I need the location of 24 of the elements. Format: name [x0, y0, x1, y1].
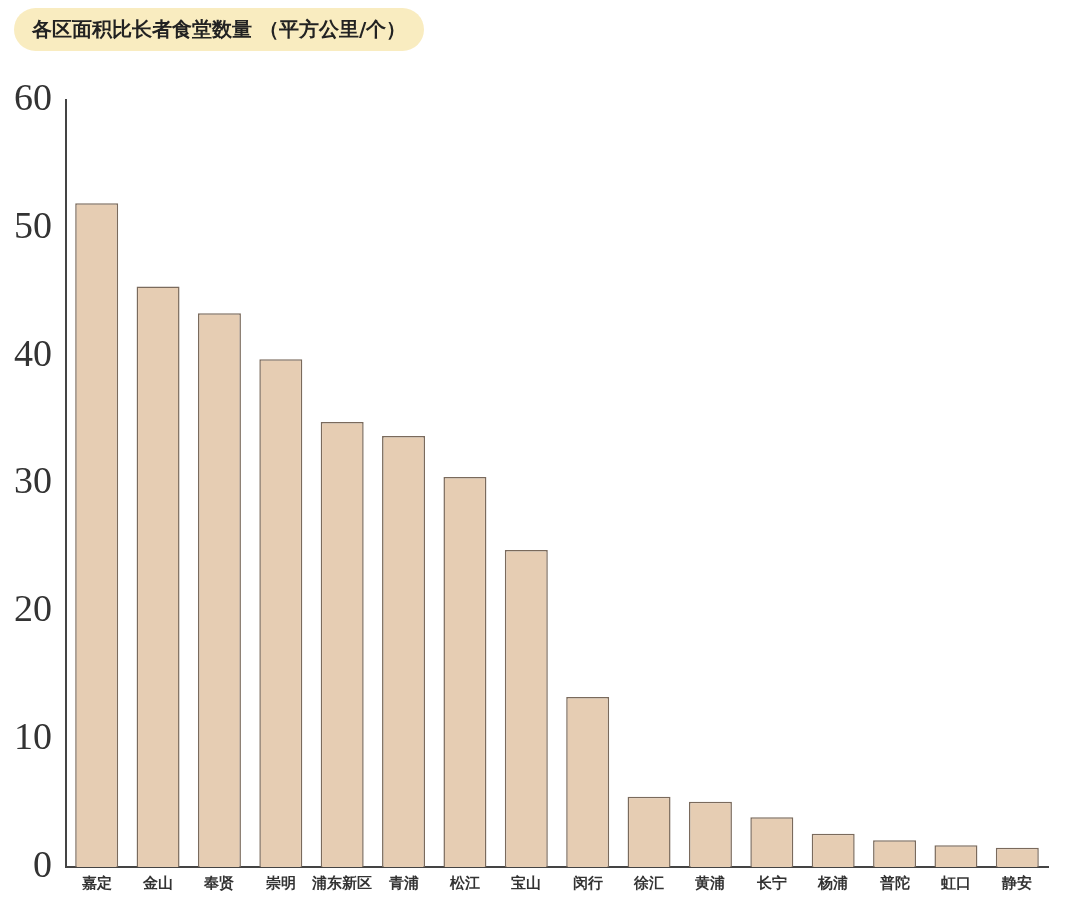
x-tick-label: 杨浦 [817, 873, 849, 892]
y-tick-label: 20 [14, 587, 52, 630]
y-tick-label: 10 [14, 715, 52, 758]
x-tick-label: 黄浦 [694, 873, 726, 892]
chart-title: 各区面积比长者食堂数量 （平方公里/个） [14, 8, 425, 51]
x-tick-label: 长宁 [755, 873, 787, 892]
y-tick-label: 60 [14, 75, 52, 118]
x-tick-label: 嘉定 [81, 873, 112, 892]
x-tick-label: 徐汇 [633, 873, 665, 892]
x-tick-label: 虹口 [939, 873, 971, 892]
x-tick-label: 普陀 [878, 873, 910, 892]
y-tick-label: 30 [14, 459, 52, 502]
x-tick-label: 奉贤 [203, 873, 235, 892]
x-tick-label: 崇明 [264, 873, 296, 892]
x-tick-label: 闵行 [572, 873, 603, 892]
y-tick-label: 0 [33, 842, 52, 885]
x-tick-label: 宝山 [511, 873, 542, 892]
x-tick-label: 金山 [142, 873, 174, 892]
x-tick-label: 静安 [1001, 873, 1033, 892]
y-tick-label: 50 [14, 203, 52, 246]
x-tick-label: 松江 [448, 873, 480, 892]
y-tick-label: 40 [14, 331, 52, 374]
x-tick-label: 青浦 [387, 873, 419, 892]
x-tick-label: 浦东新区 [311, 873, 373, 892]
